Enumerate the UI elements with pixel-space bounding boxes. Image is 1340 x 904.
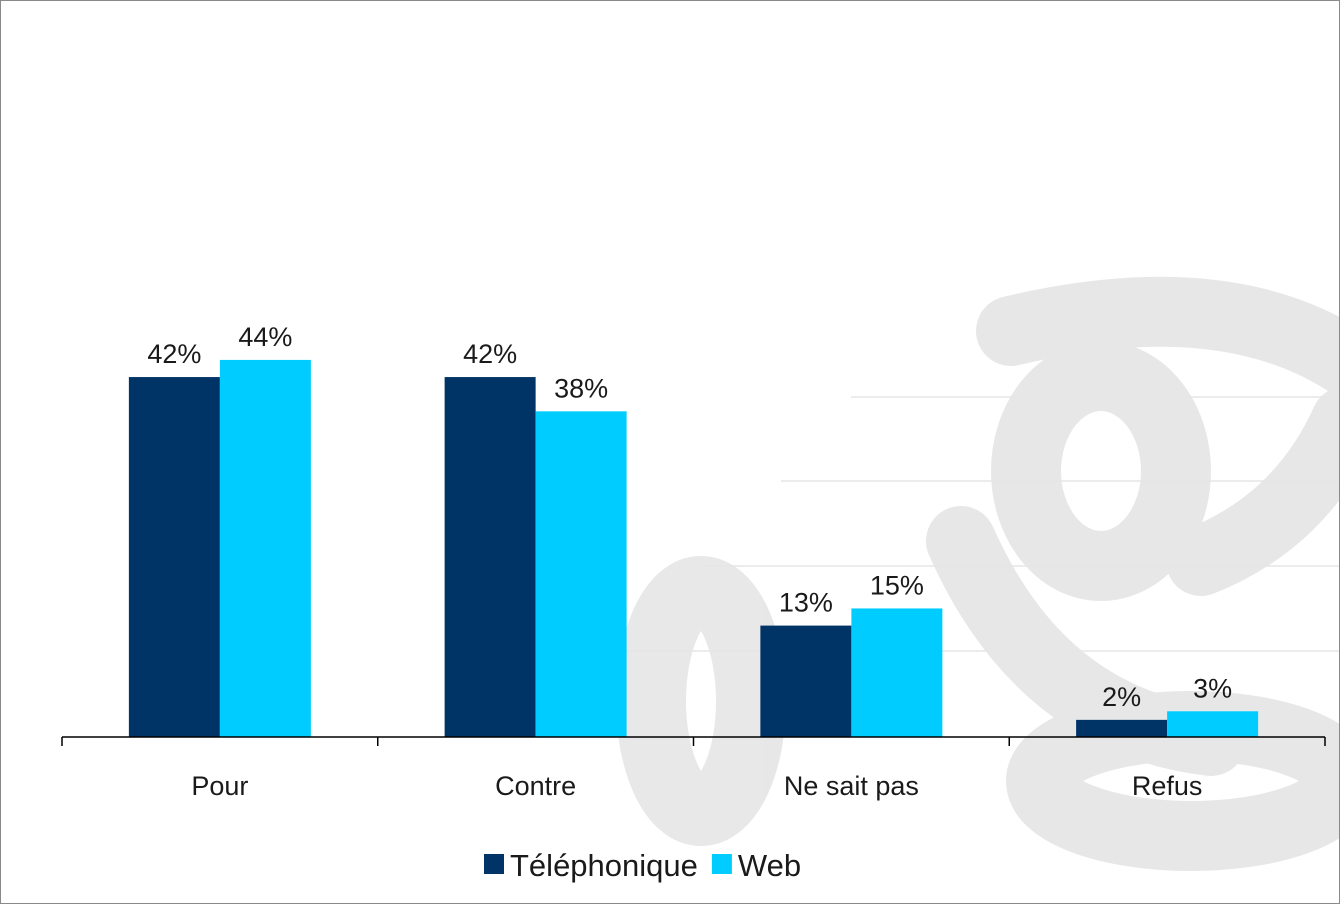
legend-swatch-telephonique	[484, 854, 504, 874]
bar-telephonique-ne-sait-pas	[760, 625, 852, 737]
data-label-web-pour: 44%	[238, 322, 292, 352]
watermark-logo	[616, 276, 1339, 871]
data-label-telephonique-pour: 42%	[147, 339, 201, 369]
legend-label-web: Web	[738, 848, 801, 883]
data-label-telephonique-contre: 42%	[463, 339, 517, 369]
category-label-refus: Refus	[1132, 771, 1203, 801]
category-label-pour: Pour	[191, 771, 248, 801]
bar-telephonique-pour	[128, 377, 220, 737]
bar-web-pour	[219, 359, 311, 737]
data-label-telephonique-ne-sait-pas: 13%	[779, 588, 833, 618]
bar-web-refus	[1167, 711, 1259, 737]
data-label-web-ne-sait-pas: 15%	[870, 570, 924, 600]
legend: Téléphonique Web	[484, 848, 801, 883]
data-label-telephonique-refus: 2%	[1102, 682, 1141, 712]
x-axis	[61, 736, 1326, 746]
category-label-contre: Contre	[495, 771, 576, 801]
watermark-lines	[621, 396, 1339, 652]
data-label-web-contre: 38%	[554, 373, 608, 403]
data-label-web-refus: 3%	[1193, 673, 1232, 703]
bar-web-ne-sait-pas	[851, 608, 943, 737]
legend-swatch-web	[711, 854, 732, 874]
category-label-ne-sait-pas: Ne sait pas	[784, 771, 919, 801]
bar-web-contre	[535, 411, 627, 737]
legend-label-telephonique: Téléphonique	[510, 848, 698, 883]
bar-telephonique-refus	[1076, 719, 1168, 737]
bar-telephonique-contre	[444, 377, 536, 737]
